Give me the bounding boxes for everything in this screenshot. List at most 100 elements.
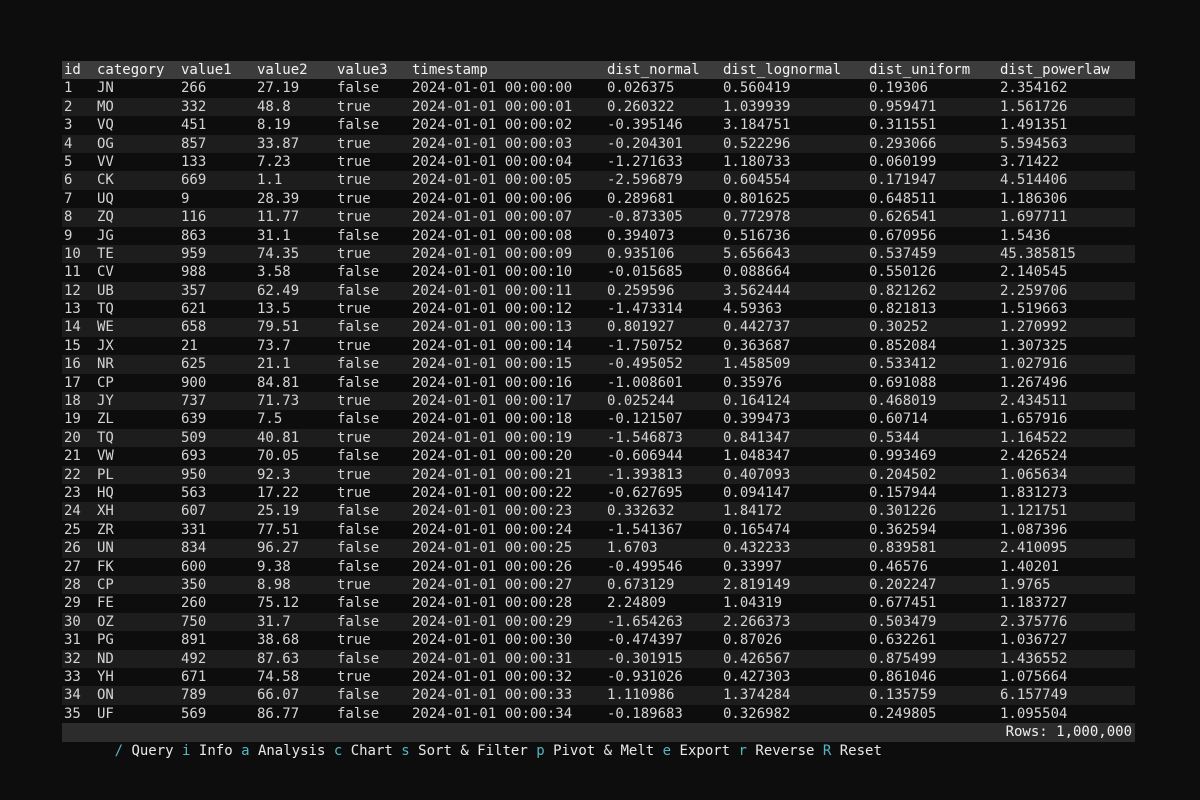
cell-dist_lognormal: 5.656643	[723, 245, 791, 262]
table-row[interactable]: 30 OZ 750 31.7 false 2024-01-01 00:00:29 -1.65…	[62, 612, 1135, 632]
command-analysis[interactable]: a Analysis	[241, 743, 325, 759]
table-row[interactable]: 34 ON 789 66.07 false 2024-01-01 00:00:33 1.11…	[62, 686, 1135, 705]
table-row[interactable]: 20 TQ 509 40.81 true 2024-01-01 00:00:19 -1.54…	[62, 428, 1135, 448]
cell-dist_normal: 0.289681	[607, 190, 675, 207]
table-row[interactable]: 2 MO 332 48.8 true 2024-01-01 00:00:01 0.26032…	[62, 97, 1135, 117]
cell-value1: 789	[181, 687, 207, 704]
cell-value1: 569	[181, 705, 207, 722]
table-row[interactable]: 35 UF 569 86.77 false 2024-01-01 00:00:34 -0.1…	[62, 705, 1135, 723]
cell-value3: false	[337, 595, 380, 612]
cell-dist_lognormal: 1.180733	[723, 153, 791, 170]
table-row[interactable]: 29 FE 260 75.12 false 2024-01-01 00:00:28 2.24…	[62, 594, 1135, 612]
cell-value1: 451	[181, 117, 207, 134]
table-row[interactable]: 9 JG 863 31.1 false 2024-01-01 00:00:08 0.3940…	[62, 227, 1135, 245]
table-row[interactable]: 8 ZQ 116 11.77 true 2024-01-01 00:00:07 -0.873…	[62, 208, 1135, 227]
cell-dist_uniform: 0.839581	[869, 540, 937, 557]
cell-id: 18	[64, 393, 81, 410]
cell-dist_normal: -0.474397	[607, 632, 683, 649]
table-row[interactable]: 11 CV 988 3.58 false 2024-01-01 00:00:10 -0.01…	[62, 263, 1135, 281]
cell-dist_powerlaw: 1.087396	[1000, 521, 1068, 538]
cell-dist_uniform: 0.19306	[869, 80, 929, 97]
command-reverse[interactable]: r Reverse	[739, 743, 815, 759]
table-row[interactable]: 1 JN 266 27.19 false 2024-01-01 00:00:00 0.026…	[62, 79, 1135, 97]
cell-dist_powerlaw: 2.410095	[1000, 540, 1068, 557]
cell-dist_uniform: 0.202247	[869, 576, 937, 593]
table-row[interactable]: 17 CP 900 84.81 false 2024-01-01 00:00:16 -1.0…	[62, 374, 1135, 392]
cell-timestamp: 2024-01-01 00:00:23	[412, 503, 573, 520]
cell-category: VW	[97, 448, 114, 465]
table-row[interactable]: 5 VV 133 7.23 true 2024-01-01 00:00:04 -1.2716…	[62, 153, 1135, 171]
table-row[interactable]: 23 HQ 563 17.22 true 2024-01-01 00:00:22 -0.62…	[62, 484, 1135, 502]
command-chart[interactable]: c Chart	[334, 743, 393, 759]
cell-category: JY	[97, 393, 114, 410]
cell-dist_lognormal: 4.59363	[723, 301, 783, 318]
table-row[interactable]: 22 PL 950 92.3 true 2024-01-01 00:00:21 -1.393…	[62, 465, 1135, 484]
cell-timestamp: 2024-01-01 00:00:11	[412, 282, 573, 299]
table-row[interactable]: 19 ZL 639 7.5 false 2024-01-01 00:00:18 -0.121…	[62, 410, 1135, 428]
cell-dist_normal: 2.24809	[607, 595, 667, 612]
table-row[interactable]: 15 JX 21 73.7 true 2024-01-01 00:00:14 -1.7507…	[62, 337, 1135, 355]
table-body: 1 JN 266 27.19 false 2024-01-01 00:00:00 0.026…	[62, 79, 1135, 723]
table-row[interactable]: 13 TQ 621 13.5 true 2024-01-01 00:00:12 -1.473…	[62, 300, 1135, 318]
command-pivot-melt[interactable]: p Pivot & Melt	[536, 743, 654, 759]
table-row[interactable]: 31 PG 891 38.68 true 2024-01-01 00:00:30 -0.47…	[62, 631, 1135, 649]
command-sort-filter[interactable]: s Sort & Filter	[401, 743, 527, 759]
table-row[interactable]: 26 UN 834 96.27 false 2024-01-01 00:00:25 1.67…	[62, 539, 1135, 558]
cell-id: 13	[64, 301, 81, 318]
cell-timestamp: 2024-01-01 00:00:32	[412, 668, 573, 685]
cell-value1: 737	[181, 393, 207, 410]
cell-value3: false	[337, 613, 380, 630]
cell-timestamp: 2024-01-01 00:00:06	[412, 190, 573, 207]
cell-value1: 669	[181, 172, 207, 189]
column-header-dist_powerlaw: dist_powerlaw	[1000, 62, 1110, 78]
cell-value3: false	[337, 227, 380, 244]
cell-id: 33	[64, 668, 81, 685]
cell-value3: false	[337, 117, 380, 134]
cell-dist_normal: -1.271633	[607, 153, 683, 170]
table-row[interactable]: 27 FK 600 9.38 false 2024-01-01 00:00:26 -0.49…	[62, 558, 1135, 576]
command-query[interactable]: / Query	[115, 743, 174, 759]
cell-dist_powerlaw: 1.519663	[1000, 301, 1068, 318]
table-row[interactable]: 21 VW 693 70.05 false 2024-01-01 00:00:20 -0.6…	[62, 447, 1135, 465]
cell-value2: 74.35	[257, 245, 300, 262]
table-row[interactable]: 6 CK 669 1.1 true 2024-01-01 00:00:05 -2.59687…	[62, 171, 1135, 190]
cell-dist_lognormal: 0.35976	[723, 374, 783, 391]
column-header-dist_normal: dist_normal	[607, 62, 700, 78]
table-row[interactable]: 16 NR 625 21.1 false 2024-01-01 00:00:15 -0.49…	[62, 355, 1135, 374]
cell-value2: 11.77	[257, 209, 300, 226]
cell-dist_normal: -1.393813	[607, 466, 683, 483]
cell-value1: 563	[181, 484, 207, 501]
table-row[interactable]: 33 YH 671 74.58 true 2024-01-01 00:00:32 -0.93…	[62, 668, 1135, 686]
cell-dist_lognormal: 0.427303	[723, 668, 791, 685]
table-row[interactable]: 12 UB 357 62.49 false 2024-01-01 00:00:11 0.25…	[62, 281, 1135, 301]
cell-dist_uniform: 0.537459	[869, 245, 937, 262]
table-row[interactable]: 18 JY 737 71.73 true 2024-01-01 00:00:17 0.025…	[62, 392, 1135, 411]
command-export[interactable]: e Export	[663, 743, 730, 759]
cell-value2: 13.5	[257, 301, 291, 318]
cell-dist_powerlaw: 1.40201	[1000, 558, 1060, 575]
cell-dist_lognormal: 0.522296	[723, 135, 791, 152]
cell-value2: 27.19	[257, 80, 300, 97]
cell-dist_uniform: 0.626541	[869, 209, 937, 226]
cell-value2: 7.5	[257, 411, 283, 428]
cell-value3: false	[337, 374, 380, 391]
cell-value3: true	[337, 190, 371, 207]
table-row[interactable]: 32 ND 492 87.63 false 2024-01-01 00:00:31 -0.3…	[62, 649, 1135, 668]
cell-value2: 86.77	[257, 705, 300, 722]
command-reset[interactable]: R Reset	[823, 743, 882, 759]
table-row[interactable]: 25 ZR 331 77.51 false 2024-01-01 00:00:24 -1.5…	[62, 521, 1135, 539]
table-row[interactable]: 4 OG 857 33.87 true 2024-01-01 00:00:03 -0.204…	[62, 134, 1135, 153]
table-row[interactable]: 10 TE 959 74.35 true 2024-01-01 00:00:09 0.935…	[62, 244, 1135, 264]
cell-dist_uniform: 0.993469	[869, 448, 937, 465]
table-row[interactable]: 3 VQ 451 8.19 false 2024-01-01 00:00:02 -0.395…	[62, 116, 1135, 134]
cell-dist_lognormal: 0.165474	[723, 521, 791, 538]
command-info[interactable]: i Info	[182, 743, 233, 759]
cell-dist_lognormal: 0.801625	[723, 190, 791, 207]
cell-id: 20	[64, 429, 81, 446]
table-row[interactable]: 28 CP 350 8.98 true 2024-01-01 00:00:27 0.6731…	[62, 575, 1135, 595]
table-row[interactable]: 24 XH 607 25.19 false 2024-01-01 00:00:23 0.33…	[62, 502, 1135, 521]
table-row[interactable]: 14 WE 658 79.51 false 2024-01-01 00:00:13 0.80…	[62, 318, 1135, 337]
table-row[interactable]: 7 UQ 9 28.39 true 2024-01-01 00:00:06 0.289681…	[62, 190, 1135, 208]
cell-category: TQ	[97, 301, 114, 318]
command-key: r	[738, 743, 747, 760]
